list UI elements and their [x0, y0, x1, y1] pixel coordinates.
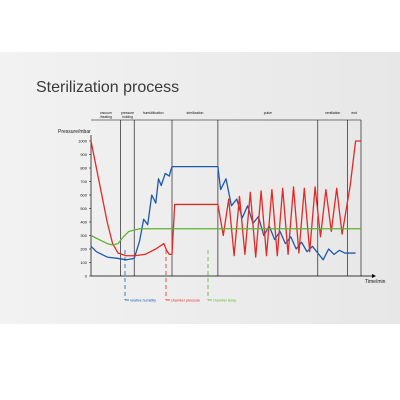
- y-axis-label: Pressure/mbar: [58, 129, 91, 135]
- y-tick-label: 1000: [78, 138, 88, 143]
- phase-label: /heating: [100, 115, 112, 119]
- legend-label: chamber pressure: [171, 298, 200, 302]
- y-tick-label: 600: [80, 192, 87, 197]
- y-tick-label: 900: [80, 152, 87, 157]
- phase-label: end: [351, 111, 357, 115]
- phase-label: ventilation: [325, 111, 340, 115]
- series-line: [90, 228, 361, 246]
- series-line: [90, 166, 356, 261]
- y-tick-label: 800: [80, 165, 87, 170]
- y-ticks: 0 100 200 300 400 500 600 700 800 900 1000: [78, 138, 91, 278]
- x-axis-label: Time/min: [365, 279, 386, 285]
- phase-label: pressure: [121, 111, 134, 115]
- series-lines: [90, 140, 361, 261]
- legend: relative humidity chamber pressure chamber…: [124, 250, 237, 302]
- y-tick-label: 300: [80, 233, 87, 238]
- legend-label: relative humidity: [130, 298, 156, 302]
- phase-label: holding: [122, 115, 133, 119]
- phase-lines: [91, 119, 362, 276]
- y-tick-label: 0: [85, 273, 88, 278]
- phase-label: humidification: [143, 111, 164, 115]
- y-tick-label: 700: [80, 179, 87, 184]
- y-tick-label: 400: [80, 219, 87, 224]
- x-axis-arrow: [372, 274, 376, 278]
- phase-label: vacuum: [100, 111, 112, 115]
- y-tick-label: 200: [80, 246, 87, 251]
- y-tick-label: 500: [80, 206, 87, 211]
- legend-label: chamber temp.: [213, 298, 237, 302]
- phase-label: sterilization: [186, 111, 203, 115]
- chart-title: Sterilization process: [36, 79, 179, 96]
- y-tick-label: 100: [80, 260, 87, 265]
- phase-label: pulse: [264, 111, 272, 115]
- chart-background-panel: [0, 52, 400, 324]
- series-line: [90, 140, 361, 258]
- axes: [90, 135, 376, 278]
